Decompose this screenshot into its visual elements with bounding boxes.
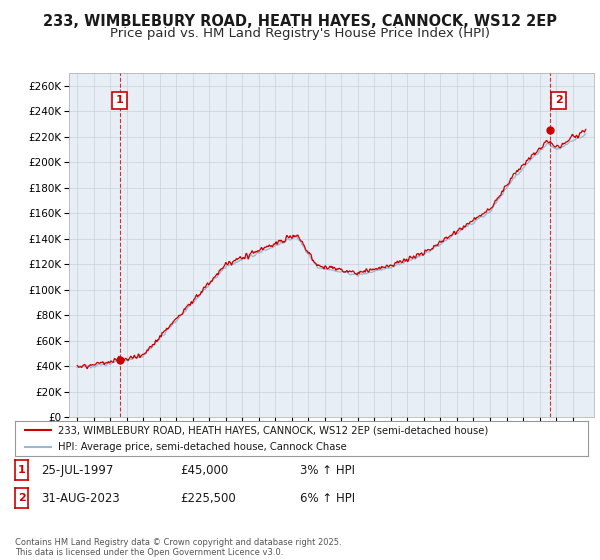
Text: 1: 1 (116, 95, 124, 105)
Text: 3% ↑ HPI: 3% ↑ HPI (300, 464, 355, 477)
Text: 1: 1 (18, 465, 25, 475)
Text: 25-JUL-1997: 25-JUL-1997 (41, 464, 113, 477)
Text: £225,500: £225,500 (180, 492, 236, 505)
Text: 31-AUG-2023: 31-AUG-2023 (41, 492, 119, 505)
Text: Price paid vs. HM Land Registry's House Price Index (HPI): Price paid vs. HM Land Registry's House … (110, 27, 490, 40)
Text: 2: 2 (18, 493, 25, 503)
Text: 2: 2 (555, 95, 563, 105)
Text: 6% ↑ HPI: 6% ↑ HPI (300, 492, 355, 505)
Text: HPI: Average price, semi-detached house, Cannock Chase: HPI: Average price, semi-detached house,… (58, 442, 347, 452)
Text: £45,000: £45,000 (180, 464, 228, 477)
Text: Contains HM Land Registry data © Crown copyright and database right 2025.
This d: Contains HM Land Registry data © Crown c… (15, 538, 341, 557)
Text: 233, WIMBLEBURY ROAD, HEATH HAYES, CANNOCK, WS12 2EP (semi-detached house): 233, WIMBLEBURY ROAD, HEATH HAYES, CANNO… (58, 425, 488, 435)
Text: 233, WIMBLEBURY ROAD, HEATH HAYES, CANNOCK, WS12 2EP: 233, WIMBLEBURY ROAD, HEATH HAYES, CANNO… (43, 14, 557, 29)
